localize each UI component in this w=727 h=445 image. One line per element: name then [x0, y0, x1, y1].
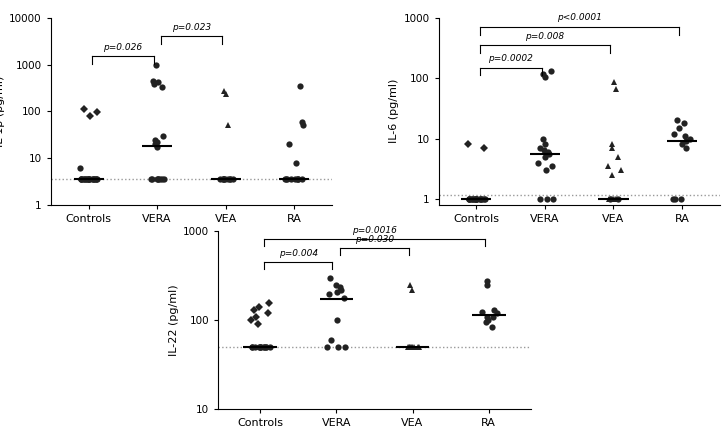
- Y-axis label: IL-6 (pg/ml): IL-6 (pg/ml): [390, 79, 399, 143]
- Text: p=0.023: p=0.023: [172, 23, 211, 32]
- Y-axis label: IL-22 (pg/ml): IL-22 (pg/ml): [169, 285, 179, 356]
- Text: p=0.004: p=0.004: [278, 249, 318, 258]
- Text: p=0.026: p=0.026: [103, 43, 142, 52]
- Text: p=0.030: p=0.030: [355, 235, 394, 243]
- Text: p=0.0016: p=0.0016: [352, 226, 397, 235]
- Text: p=0.0002: p=0.0002: [489, 54, 533, 63]
- Text: p=0.008: p=0.008: [526, 32, 564, 40]
- Y-axis label: IL-1β (pg/ml): IL-1β (pg/ml): [0, 76, 5, 147]
- Text: p<0.0001: p<0.0001: [557, 13, 602, 23]
